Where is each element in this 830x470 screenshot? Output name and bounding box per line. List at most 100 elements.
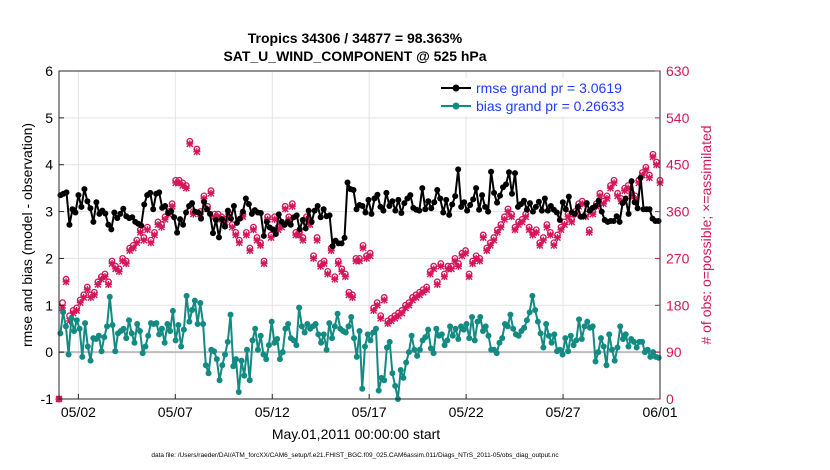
- bias-point: [567, 332, 574, 339]
- obs-assimilated-point: [649, 153, 657, 161]
- rmse-point: [655, 217, 662, 224]
- bias-point: [565, 348, 572, 355]
- bias-point: [318, 339, 325, 346]
- y-left-tick-label-6: 5: [45, 110, 53, 126]
- rmse-point: [233, 219, 240, 226]
- y-left-tick-label-5: 4: [45, 157, 53, 173]
- bias-point: [411, 346, 418, 353]
- y-axis-right-label: # of obs: o=possible; ×=assimilated: [698, 125, 714, 344]
- bias-point: [639, 338, 646, 345]
- x-tick-label-0: 05/02: [61, 404, 96, 420]
- obs-assimilated-point: [253, 236, 261, 244]
- rmse-point: [275, 211, 282, 218]
- rmse-point: [389, 198, 396, 205]
- rmse-point: [224, 207, 231, 214]
- obs-assimilated-point: [104, 280, 112, 288]
- obs-assimilated-point: [631, 195, 639, 203]
- obs-assimilated-point: [133, 239, 141, 247]
- bias-point: [153, 320, 160, 327]
- bias-point: [191, 297, 198, 304]
- obs-assimilated-point: [557, 226, 565, 234]
- rmse-point: [114, 215, 121, 222]
- y-left-tick-label-4: 3: [45, 204, 53, 220]
- bias-point: [625, 343, 632, 350]
- bias-point: [383, 344, 390, 351]
- rmse-point: [461, 199, 468, 206]
- rmse-point: [209, 230, 216, 237]
- obs-assimilated-point: [522, 213, 530, 221]
- obs-assimilated-point: [112, 265, 120, 273]
- rmse-point: [257, 209, 264, 216]
- obs-assimilated-point: [409, 296, 417, 304]
- rmse-point: [245, 201, 252, 208]
- rmse-point: [511, 170, 518, 177]
- rmse-point: [242, 195, 249, 202]
- bias-point: [60, 309, 67, 316]
- obs-assimilated-point: [472, 254, 480, 262]
- obs-assimilated-point: [370, 306, 378, 314]
- rmse-point: [326, 212, 333, 219]
- rmse-point: [458, 203, 465, 210]
- obs-assimilated-point: [158, 223, 166, 231]
- rmse-point: [206, 210, 213, 217]
- obs-assimilated-point: [257, 241, 265, 249]
- bias-point: [444, 337, 451, 344]
- rmse-point: [296, 226, 303, 233]
- bias-point: [375, 387, 382, 394]
- bias-point: [73, 317, 80, 324]
- rmse-point: [440, 209, 447, 216]
- obs-assimilated-point: [543, 223, 551, 231]
- bias-point: [175, 321, 182, 328]
- obs-assimilated-point: [546, 231, 554, 239]
- obs-assimilated-point: [80, 293, 88, 301]
- bias-point: [617, 323, 624, 330]
- obs-assimilated-point: [211, 213, 219, 221]
- bias-point: [233, 356, 240, 363]
- y-right-tick-label-6: 540: [666, 110, 690, 126]
- obs-assimilated-point: [440, 273, 448, 281]
- bias-point: [334, 310, 341, 317]
- rmse-point: [147, 189, 154, 196]
- rmse-point: [239, 208, 246, 215]
- rmse-point: [263, 218, 270, 225]
- rmse-point: [221, 223, 228, 230]
- rmse-point: [180, 221, 187, 228]
- bias-point: [529, 292, 536, 299]
- bias-point: [109, 321, 116, 328]
- obs-assimilated-point: [327, 247, 335, 255]
- bias-point: [438, 331, 445, 338]
- bias-point: [101, 334, 108, 341]
- legend-rmse-marker: [452, 84, 460, 92]
- bias-point: [556, 346, 563, 353]
- rmse-point: [117, 210, 124, 217]
- bias-point: [298, 323, 305, 330]
- rmse-point: [138, 222, 145, 229]
- rmse-point: [311, 207, 318, 214]
- bias-point: [194, 321, 201, 328]
- rmse-point: [201, 198, 208, 205]
- rmse-point: [293, 212, 300, 219]
- bias-point: [482, 323, 489, 330]
- y-left-tick-label-2: 1: [45, 297, 53, 313]
- bias-point: [249, 337, 256, 344]
- bias-point: [449, 332, 456, 339]
- rmse-point: [141, 201, 148, 208]
- bias-point: [597, 335, 604, 342]
- bias-point: [356, 328, 363, 335]
- obs-assimilated-point: [175, 179, 183, 187]
- bias-point: [197, 299, 204, 306]
- bias-point: [276, 356, 283, 363]
- obs-assimilated-point: [642, 166, 650, 174]
- bias-point: [606, 331, 613, 338]
- bias-point: [222, 351, 229, 358]
- rmse-point: [87, 205, 94, 212]
- rmse-point: [338, 240, 345, 247]
- obs-assimilated-point: [324, 270, 332, 278]
- bias-point: [548, 339, 555, 346]
- obs-assimilated-point: [66, 317, 74, 325]
- bias-point: [562, 335, 569, 342]
- bias-point: [532, 306, 539, 313]
- bias-point: [282, 325, 289, 332]
- obs-assimilated-point: [154, 221, 162, 229]
- obs-assimilated-point: [295, 231, 303, 239]
